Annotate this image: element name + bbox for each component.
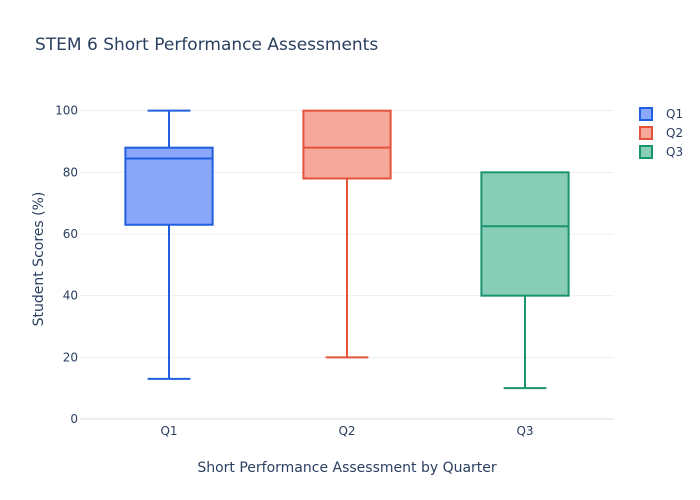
y-tick-label: 80 xyxy=(63,165,78,179)
legend: Q1 Q2 Q3 xyxy=(639,107,683,159)
y-tick-label: 40 xyxy=(63,289,78,303)
x-axis-title: Short Performance Assessment by Quarter xyxy=(197,460,497,476)
legend-item-q3[interactable]: Q3 xyxy=(639,145,683,159)
y-tick-label: 60 xyxy=(63,227,78,241)
iqr-box xyxy=(302,109,392,180)
box-q3 xyxy=(480,171,570,390)
boxes xyxy=(124,109,570,390)
legend-item-q2[interactable]: Q2 xyxy=(639,126,683,140)
x-tick-label: Q3 xyxy=(516,424,533,438)
legend-label: Q1 xyxy=(666,107,683,121)
y-tick-label: 100 xyxy=(55,104,78,118)
iqr-box xyxy=(124,146,214,226)
box-q1 xyxy=(124,109,214,380)
x-tick-label: Q2 xyxy=(338,424,355,438)
chart-title: STEM 6 Short Performance Assessments xyxy=(35,35,378,55)
x-axis-ticks: Q1 Q2 Q3 xyxy=(160,424,533,438)
iqr-box xyxy=(480,171,570,297)
y-axis-ticks: 0 20 40 60 80 100 xyxy=(55,104,78,426)
y-tick-label: 20 xyxy=(63,350,78,364)
legend-item-q1[interactable]: Q1 xyxy=(639,107,683,121)
legend-swatch xyxy=(639,145,653,159)
x-tick-label: Q1 xyxy=(160,424,177,438)
legend-swatch xyxy=(639,126,653,140)
legend-label: Q3 xyxy=(666,145,683,159)
legend-label: Q2 xyxy=(666,126,683,140)
y-axis-title: Student Scores (%) xyxy=(31,192,47,327)
box-q2 xyxy=(302,109,392,359)
y-tick-label: 0 xyxy=(70,412,78,426)
legend-swatch xyxy=(639,107,653,121)
